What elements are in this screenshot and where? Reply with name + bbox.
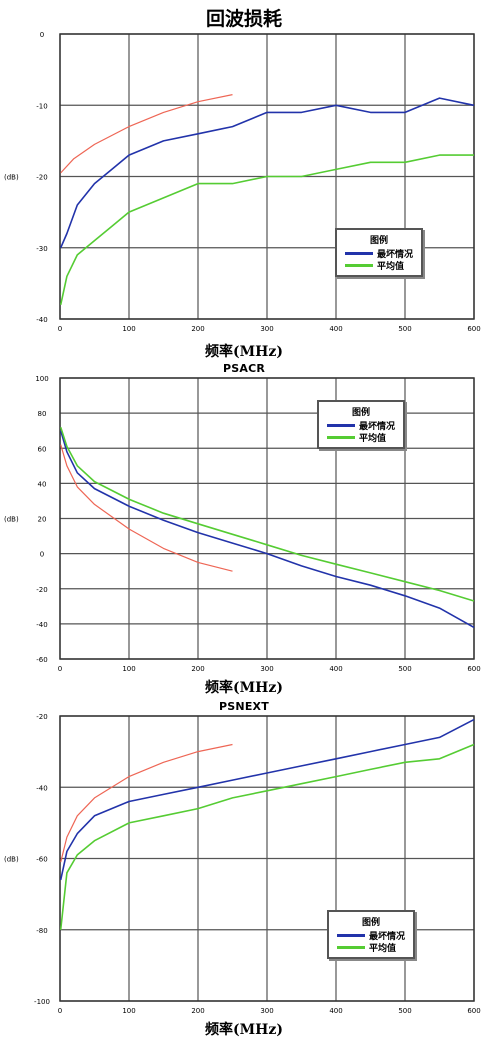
limit-line bbox=[60, 444, 233, 572]
return-loss-chart: 0 100 200 300 400 500 600 0 -10 -20 -30 -40 (dB) bbox=[4, 31, 481, 333]
x-tick-label: 300 bbox=[260, 325, 273, 333]
y-tick-label: 80 bbox=[38, 410, 47, 418]
x-tick-label: 200 bbox=[191, 325, 204, 333]
chart-3-title: PSNEXT bbox=[219, 700, 269, 713]
y-tick-label: -20 bbox=[36, 713, 47, 721]
x-tick-label: 0 bbox=[58, 1007, 62, 1015]
chart-2-xlabel: 频率(MHz) bbox=[205, 680, 283, 696]
y-tick-label: -40 bbox=[36, 316, 47, 324]
y-tick-label: -30 bbox=[36, 245, 47, 253]
x-tick-label: 0 bbox=[58, 325, 62, 333]
y-tick-label: -40 bbox=[36, 621, 47, 629]
average-line bbox=[59, 154, 474, 305]
avg-swatch bbox=[327, 435, 355, 439]
chart-1-title: 回波损耗 bbox=[205, 8, 282, 30]
legend-item-avg: 平均值 bbox=[327, 431, 395, 444]
x-tick-label: 600 bbox=[467, 665, 480, 672]
x-tick-label: 0 bbox=[58, 665, 62, 672]
x-tick-label: 300 bbox=[260, 1007, 273, 1015]
y-tick-label: -60 bbox=[36, 856, 47, 864]
psnext-chart: 0 100 200 300 400 500 600 -20 -40 -60 -80 -100 (dB) bbox=[4, 713, 481, 1015]
x-tick-label: 500 bbox=[398, 325, 411, 333]
x-tick-label: 100 bbox=[122, 325, 135, 333]
y-tick-label: -20 bbox=[36, 586, 47, 594]
x-tick-label: 400 bbox=[329, 665, 342, 672]
x-tick-label: 400 bbox=[329, 1007, 342, 1015]
legend-item-worst: 最坏情况 bbox=[327, 419, 396, 432]
legend-avg-label: 平均值 bbox=[359, 433, 387, 444]
legend-avg-label: 平均值 bbox=[377, 261, 405, 272]
x-tick-label: 400 bbox=[329, 325, 342, 333]
worst-case-line bbox=[59, 718, 475, 881]
chart-3-legend: 图例 最坏情况 平均值 bbox=[327, 910, 416, 959]
legend-item-avg: 平均值 bbox=[345, 259, 413, 272]
legend-item-worst: 最坏情况 bbox=[337, 929, 406, 942]
worst-swatch bbox=[345, 251, 373, 255]
y-tick-label: 20 bbox=[38, 516, 47, 524]
limit-line bbox=[60, 94, 233, 174]
x-tick-label: 200 bbox=[191, 665, 204, 672]
legend-item-worst: 最坏情况 bbox=[345, 247, 414, 260]
x-tick-label: 600 bbox=[467, 1007, 480, 1015]
legend-worst-label: 最坏情况 bbox=[377, 249, 414, 260]
plot-frame bbox=[59, 377, 475, 660]
legend-title: 图例 bbox=[362, 918, 381, 928]
y-tick-label: 100 bbox=[35, 375, 48, 383]
psacr-chart: 0 100 200 300 400 500 600100806040200-20-40-60… bbox=[4, 375, 481, 672]
grid bbox=[59, 377, 475, 660]
legend-worst-label: 最坏情况 bbox=[369, 931, 406, 942]
y-tick-label: -20 bbox=[36, 174, 47, 182]
x-tick-label: 500 bbox=[398, 1007, 411, 1015]
chart-3-xlabel: 频率(MHz) bbox=[205, 1022, 283, 1038]
y-tick-label: -60 bbox=[36, 656, 47, 664]
y-axis-label: (dB) bbox=[4, 174, 19, 182]
legend-title: 图例 bbox=[370, 236, 389, 246]
y-axis-label: (dB) bbox=[4, 516, 19, 524]
avg-swatch bbox=[337, 945, 365, 949]
y-tick-label: 0 bbox=[40, 551, 44, 559]
x-tick-label: 500 bbox=[398, 665, 411, 672]
plot-frame bbox=[59, 715, 475, 1002]
chart-1-legend: 图例 最坏情况 平均值 bbox=[335, 228, 424, 277]
plot-frame bbox=[59, 33, 475, 320]
chart-2-legend: 图例 最坏情况 平均值 bbox=[317, 400, 406, 449]
x-tick-label: 600 bbox=[467, 325, 480, 333]
worst-case-line bbox=[59, 97, 475, 249]
y-tick-label: 60 bbox=[38, 445, 47, 453]
y-tick-label: -100 bbox=[34, 998, 50, 1006]
average-line bbox=[59, 426, 475, 602]
worst-swatch bbox=[327, 423, 355, 427]
legend-worst-label: 最坏情况 bbox=[359, 421, 396, 432]
y-axis-label: (dB) bbox=[4, 856, 19, 864]
y-tick-label: 40 bbox=[38, 480, 47, 488]
worst-case-line bbox=[59, 430, 475, 629]
x-tick-label: 300 bbox=[260, 665, 273, 672]
y-tick-label: -40 bbox=[36, 784, 47, 792]
worst-swatch bbox=[337, 933, 365, 937]
legend-title: 图例 bbox=[352, 408, 371, 418]
chart-1-xlabel: 频率(MHz) bbox=[205, 344, 283, 360]
chart-2-title: PSACR bbox=[222, 362, 266, 375]
x-tick-label: 100 bbox=[122, 1007, 135, 1015]
avg-swatch bbox=[345, 263, 373, 267]
average-line bbox=[59, 743, 475, 930]
y-tick-label: -80 bbox=[36, 927, 47, 935]
x-tick-label: 200 bbox=[191, 1007, 204, 1015]
y-tick-label: -10 bbox=[36, 102, 47, 110]
legend-avg-label: 平均值 bbox=[369, 943, 397, 954]
limit-line bbox=[60, 743, 233, 863]
y-tick-label: 0 bbox=[40, 31, 44, 39]
legend-item-avg: 平均值 bbox=[337, 941, 405, 954]
x-tick-label: 100 bbox=[122, 665, 135, 672]
